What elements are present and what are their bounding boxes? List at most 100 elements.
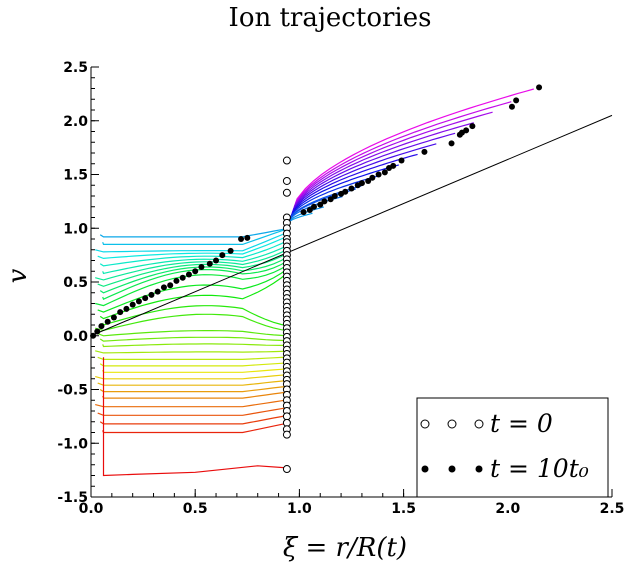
final-point bbox=[227, 247, 234, 254]
final-point bbox=[98, 323, 105, 330]
trajectory-line bbox=[97, 267, 290, 313]
trajectory-line bbox=[102, 343, 289, 348]
final-point bbox=[135, 298, 142, 305]
final-point bbox=[192, 268, 199, 275]
y-tick-label: 2.0 bbox=[63, 114, 88, 130]
final-point bbox=[331, 193, 338, 199]
final-point bbox=[536, 84, 543, 91]
trajectory-line bbox=[97, 235, 290, 260]
trajectory-line bbox=[97, 379, 290, 386]
final-point bbox=[338, 190, 345, 197]
final-point bbox=[213, 257, 220, 264]
final-point bbox=[110, 314, 117, 321]
final-point bbox=[375, 171, 382, 178]
trajectory-line bbox=[99, 239, 290, 267]
trajectory-line bbox=[288, 88, 534, 224]
x-axis-label: ξ = r/R(t) bbox=[283, 533, 407, 563]
trajectory-line bbox=[102, 227, 290, 245]
y-tick-label: 0.0 bbox=[63, 329, 88, 345]
trajectory-line bbox=[288, 153, 418, 224]
final-point bbox=[300, 209, 307, 216]
final-point bbox=[354, 182, 361, 189]
final-point bbox=[179, 274, 186, 281]
legend-open-marker bbox=[420, 419, 430, 429]
final-point bbox=[173, 277, 180, 284]
y-tick-label: 1.5 bbox=[63, 168, 88, 184]
final-point bbox=[365, 177, 372, 184]
trajectory-line bbox=[95, 350, 290, 354]
final-point bbox=[306, 206, 313, 213]
y-tick-label: -1.5 bbox=[57, 490, 88, 506]
final-point bbox=[129, 301, 136, 308]
final-point bbox=[117, 309, 124, 316]
trajectory-line bbox=[99, 385, 290, 393]
final-point bbox=[386, 165, 393, 172]
final-point bbox=[448, 140, 455, 147]
y-tick-label: 1.0 bbox=[63, 221, 88, 237]
reference-line-group bbox=[90, 114, 613, 337]
trajectory-line bbox=[99, 227, 290, 238]
final-point bbox=[508, 103, 515, 110]
x-tick-label: 1.0 bbox=[287, 501, 312, 517]
trajectory-line bbox=[102, 357, 290, 477]
trajectory-line bbox=[288, 101, 512, 224]
y-tick-label: -0.5 bbox=[57, 383, 88, 399]
trajectory-line bbox=[102, 422, 290, 434]
initial-point bbox=[282, 156, 291, 165]
trajectory-line bbox=[99, 414, 290, 425]
y-tick-label: 0.5 bbox=[63, 275, 88, 291]
trajectory-line bbox=[97, 356, 290, 360]
legend-label-t0: t = 0 bbox=[490, 409, 553, 438]
final-point bbox=[421, 148, 428, 155]
trajectory-line bbox=[95, 313, 290, 332]
final-point bbox=[348, 185, 355, 192]
trajectory-line bbox=[288, 174, 381, 224]
trajectory-line bbox=[95, 247, 290, 281]
trajectory-line bbox=[288, 212, 313, 224]
legend-filled-marker bbox=[475, 465, 483, 473]
final-point bbox=[369, 174, 376, 181]
final-point bbox=[206, 260, 213, 267]
legend-open-marker bbox=[474, 419, 484, 429]
final-point bbox=[219, 252, 226, 259]
y-axis-label: v bbox=[3, 268, 33, 283]
trajectory-line bbox=[288, 132, 456, 224]
legend-filled-marker bbox=[448, 465, 456, 473]
final-point bbox=[104, 318, 111, 325]
trajectory-line bbox=[288, 122, 474, 224]
final-points bbox=[90, 84, 543, 339]
final-point bbox=[167, 282, 174, 289]
final-point bbox=[381, 169, 388, 176]
trajectory-line bbox=[102, 244, 290, 275]
trajectory-line bbox=[95, 263, 290, 307]
legend-open-marker bbox=[447, 419, 457, 429]
y-tick-label: -1.0 bbox=[57, 436, 88, 452]
final-point bbox=[469, 123, 476, 130]
trajectory-line bbox=[95, 399, 290, 408]
trajectory-line bbox=[99, 336, 290, 342]
final-point bbox=[238, 236, 245, 242]
chart-title: Ion trajectories bbox=[229, 3, 432, 33]
y-tick-label: 2.5 bbox=[63, 60, 88, 76]
final-point bbox=[142, 295, 149, 302]
legend-filled-marker bbox=[421, 465, 429, 473]
trajectory-line bbox=[288, 143, 437, 224]
final-point bbox=[513, 97, 520, 104]
final-point bbox=[398, 157, 405, 164]
final-point bbox=[154, 288, 161, 295]
x-tick-label: 1.5 bbox=[391, 501, 416, 517]
initial-points bbox=[282, 156, 291, 474]
x-tick-label: 0.5 bbox=[183, 501, 208, 517]
trajectory-line bbox=[102, 391, 290, 399]
final-point bbox=[148, 291, 155, 298]
trajectory-line bbox=[102, 259, 290, 301]
final-point bbox=[185, 271, 192, 278]
final-point bbox=[244, 234, 251, 241]
trajectory-line bbox=[288, 111, 493, 224]
trajectory-line bbox=[99, 255, 290, 294]
trajectory-line bbox=[288, 164, 399, 224]
x-tick-label: 2.0 bbox=[495, 501, 520, 517]
final-point bbox=[317, 201, 324, 208]
final-point bbox=[310, 203, 317, 210]
legend-box bbox=[416, 397, 609, 498]
